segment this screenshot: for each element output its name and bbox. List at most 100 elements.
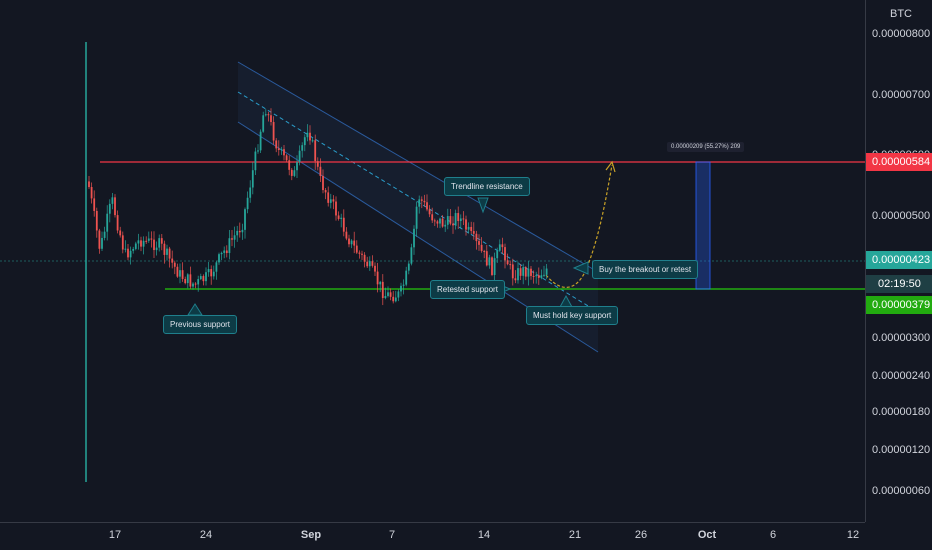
candle-body xyxy=(93,198,96,211)
candle-body xyxy=(181,270,184,279)
candle-body xyxy=(493,258,496,275)
candle-body xyxy=(103,231,106,238)
previous-support-callout[interactable]: Previous support xyxy=(163,315,238,334)
candle-body xyxy=(335,201,337,216)
candle-body xyxy=(527,268,530,277)
candle-body xyxy=(147,238,150,241)
candle-body xyxy=(163,243,166,255)
candle-body xyxy=(322,176,324,191)
candle-body xyxy=(543,274,545,276)
candle-body xyxy=(415,206,418,229)
candle-body xyxy=(465,219,467,230)
candle-body xyxy=(488,257,491,266)
candle-body xyxy=(332,199,335,202)
candle-body xyxy=(283,149,285,156)
candle-body xyxy=(98,230,101,249)
price-label: 0.00000240 xyxy=(872,370,931,382)
price-label: 0.00000060 xyxy=(872,485,931,497)
candle-body xyxy=(394,297,397,302)
candle-body xyxy=(340,217,343,219)
candle-body xyxy=(368,261,371,267)
candle-body xyxy=(470,226,473,232)
price-chart[interactable] xyxy=(0,0,865,522)
candle-body xyxy=(389,292,392,297)
candle-body xyxy=(361,253,363,255)
candle-body xyxy=(199,276,202,280)
candle-body xyxy=(194,283,197,285)
candle-body xyxy=(106,213,109,232)
candle-body xyxy=(137,240,140,244)
candle-body xyxy=(155,247,158,251)
candlesticks xyxy=(85,42,548,482)
candle-body xyxy=(228,238,231,254)
candle-body xyxy=(506,260,509,265)
candle-body xyxy=(127,248,129,258)
measure-box[interactable] xyxy=(695,161,711,290)
time-label: Sep xyxy=(300,529,322,541)
candle-body xyxy=(272,122,275,141)
candle-body xyxy=(519,268,522,276)
candle-body xyxy=(197,279,200,285)
price-label: 0.00000120 xyxy=(872,444,931,456)
candle-body xyxy=(496,250,499,259)
candle-body xyxy=(392,296,395,302)
countdown-tag: 02:19:50 xyxy=(866,275,932,293)
time-label: 6 xyxy=(769,529,777,541)
candle-body xyxy=(241,229,244,233)
candle-body xyxy=(449,216,452,224)
candle-body xyxy=(132,248,135,251)
time-label: 24 xyxy=(199,529,213,541)
candle-body xyxy=(433,220,436,222)
candle-body xyxy=(160,238,163,244)
candle-body xyxy=(270,115,272,123)
candle-body xyxy=(173,262,176,267)
candle-body xyxy=(418,199,421,207)
candle-body xyxy=(179,270,181,277)
trendline-resistance-callout[interactable]: Trendline resistance xyxy=(444,177,530,196)
candle-body xyxy=(236,230,239,236)
time-label: 7 xyxy=(388,529,396,541)
buy-breakout-callout[interactable]: Buy the breakout or retest xyxy=(592,260,699,279)
candle-body xyxy=(262,115,265,132)
support-price-tag: 0.00000379 xyxy=(866,296,932,314)
projection-arrowhead xyxy=(605,160,616,173)
time-axis[interactable]: 17 24 Sep 7 14 21 26 Oct 6 12 xyxy=(0,522,865,550)
candle-body xyxy=(537,275,540,278)
candle-body xyxy=(402,284,405,286)
candle-body xyxy=(441,218,444,227)
must-hold-callout[interactable]: Must hold key support xyxy=(526,306,619,325)
price-label: 0.00000180 xyxy=(872,406,931,418)
candle-body xyxy=(504,247,506,261)
candle-body xyxy=(483,250,486,252)
candle-body xyxy=(171,258,174,263)
time-label: 21 xyxy=(568,529,582,541)
candle-body xyxy=(246,197,249,210)
candle-body xyxy=(514,278,517,281)
candle-body xyxy=(176,266,179,277)
retested-support-callout[interactable]: Retested support xyxy=(430,280,505,299)
candle-body xyxy=(342,217,345,232)
candle-body xyxy=(379,281,382,285)
candle-body xyxy=(225,250,228,254)
candle-body xyxy=(192,283,194,287)
candle-body xyxy=(124,248,127,250)
candle-body xyxy=(509,264,512,266)
candle-body xyxy=(108,203,111,214)
candle-body xyxy=(238,230,241,233)
candle-body xyxy=(540,275,543,278)
currency-label: BTC xyxy=(890,8,912,20)
time-label: Oct xyxy=(697,529,717,541)
chart-area[interactable]: Trendline resistance Buy the breakout or… xyxy=(0,0,865,522)
candle-body xyxy=(517,268,519,281)
candle-body xyxy=(296,162,298,171)
time-label: 17 xyxy=(108,529,122,541)
candle-body xyxy=(327,192,330,203)
candle-body xyxy=(350,240,353,245)
price-label: 0.00000700 xyxy=(872,89,931,101)
candle-body xyxy=(220,252,223,255)
candle-body xyxy=(501,244,504,248)
time-label: 26 xyxy=(634,529,648,541)
candle-body xyxy=(244,209,246,230)
candle-body xyxy=(223,250,226,253)
